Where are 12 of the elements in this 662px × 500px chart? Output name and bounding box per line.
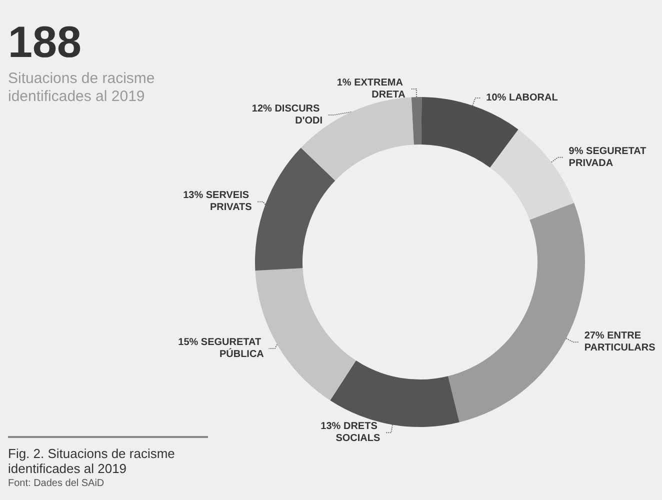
slice-label: 15% SEGURETAT PÚBLICA (178, 337, 264, 360)
slice-label: 1% EXTREMA DRETA (336, 78, 406, 101)
slice-label: 9% SEGURETAT PRIVADA (568, 146, 650, 169)
slice-label: 27% ENTRE PARTICULARS (584, 330, 656, 354)
slice-label: 10% LABORAL (486, 92, 558, 104)
slice-label: 12% DISCURS D'ODI (252, 104, 323, 127)
chart-title: 188 (8, 18, 82, 68)
slice-label: 13% DRETS SOCIALS (320, 421, 380, 444)
chart-subtitle: Situacions de racisme identificades al 2019 (8, 70, 156, 106)
text: Font: Dades del SAiD (8, 478, 106, 489)
caption: Fig. 2. Situacions de racisme identificades al 2019 (8, 446, 176, 476)
slice-label: 13% SERVEIS PRIVATS (183, 190, 252, 214)
